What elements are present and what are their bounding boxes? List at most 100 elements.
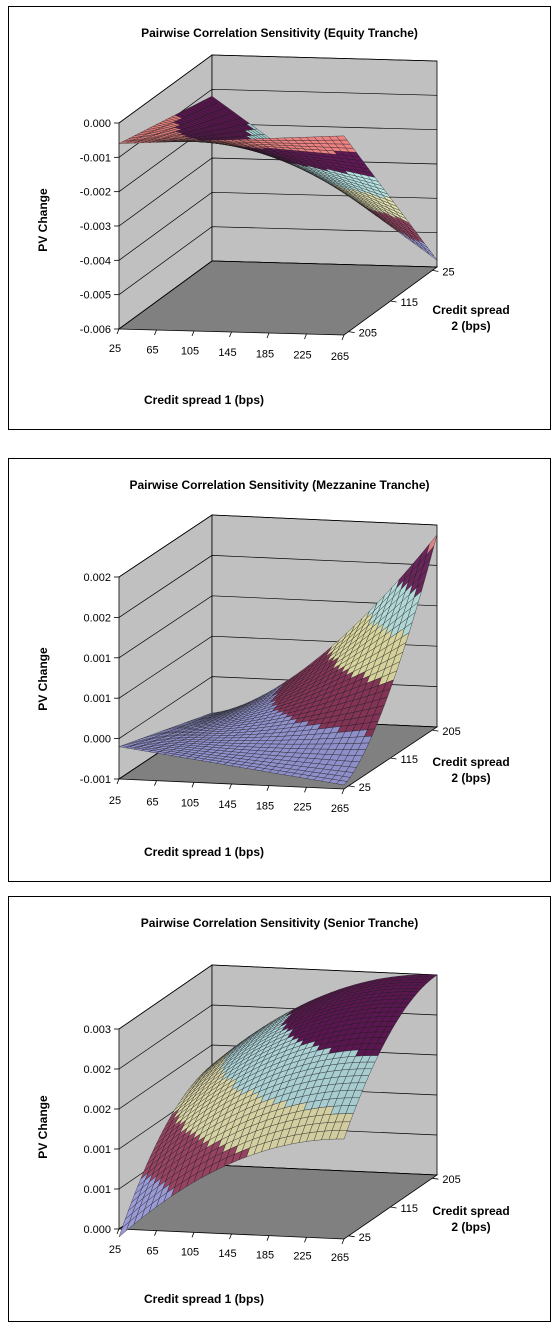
y-axis-title: Credit spread 2 (bps) <box>432 1204 509 1234</box>
y-tick-label: 25 <box>359 1232 371 1244</box>
z-tick-label: -0.003 <box>80 221 111 233</box>
senior-tranche-chart: Pairwise Correlation Sensitivity (Senior… <box>8 896 551 1322</box>
x-tick-mark <box>304 787 307 793</box>
x-tick-label: 265 <box>331 351 349 363</box>
x-tick-label: 185 <box>256 1249 274 1261</box>
z-tick-label: -0.006 <box>80 324 111 336</box>
senior-surface-plot: Pairwise Correlation Sensitivity (Senior… <box>36 916 510 1306</box>
x-tick-mark <box>341 334 345 341</box>
x-tick-label: 65 <box>146 796 158 808</box>
x-tick-mark <box>341 1238 345 1245</box>
z-tick-label: -0.001 <box>80 774 111 786</box>
y-tick-label: 205 <box>359 328 377 340</box>
surface-mesh <box>118 95 438 261</box>
z-axis-title: PV Change <box>36 1095 50 1159</box>
x-tick-mark <box>154 1230 157 1236</box>
z-tick-label: 0.001 <box>83 1144 111 1156</box>
x-tick-label: 25 <box>109 795 121 807</box>
y-axis-title: Credit spread 2 (bps) <box>432 303 509 333</box>
x-tick-mark <box>116 1228 120 1235</box>
x-axis-title: Credit spread 1 (bps) <box>144 845 264 859</box>
y-axis-title: Credit spread 2 (bps) <box>432 755 509 785</box>
surface-mesh <box>118 534 438 786</box>
y-tick-mark <box>348 785 355 788</box>
y-tick-mark <box>432 270 439 272</box>
y-tick-mark <box>432 729 439 732</box>
x-tick-mark <box>116 778 120 785</box>
gridline <box>118 514 438 578</box>
x-tick-label: 105 <box>181 346 199 358</box>
surface-cell <box>336 1130 348 1140</box>
x-tick-mark <box>266 332 270 339</box>
x-tick-mark <box>341 788 345 795</box>
x-axis-title: Credit spread 1 (bps) <box>144 1292 264 1306</box>
chart-title: Pairwise Correlation Sensitivity (Mezzan… <box>129 478 429 492</box>
y-tick-mark <box>390 300 397 303</box>
gridline <box>118 555 438 618</box>
z-tick-label: 0.001 <box>83 693 111 705</box>
x-tick-mark <box>191 1232 195 1238</box>
z-axis-title: PV Change <box>36 647 50 711</box>
surface-cell <box>336 780 348 786</box>
gridline <box>118 964 438 1030</box>
equity-tranche-chart: Pairwise Correlation Sensitivity (Equity… <box>8 6 551 430</box>
x-tick-mark <box>191 330 195 337</box>
x-tick-mark <box>229 1233 232 1240</box>
x-tick-label: 105 <box>181 1247 199 1259</box>
x-tick-label: 185 <box>256 800 274 812</box>
z-tick-label: 0.001 <box>83 1184 111 1196</box>
z-tick-label: 0.000 <box>83 118 111 130</box>
x-tick-mark <box>266 785 270 791</box>
x-tick-label: 25 <box>109 343 121 355</box>
gridline <box>118 260 438 330</box>
z-tick-label: 0.002 <box>83 1064 111 1076</box>
y-tick-mark <box>432 1177 439 1180</box>
y-tick-label: 115 <box>401 1203 419 1215</box>
gridline <box>118 595 438 659</box>
y-tick-mark <box>348 1235 355 1238</box>
z-tick-label: -0.005 <box>80 290 111 302</box>
z-tick-label: 0.000 <box>83 1224 111 1236</box>
y-tick-label: 115 <box>401 297 419 309</box>
z-tick-label: 0.000 <box>83 734 111 746</box>
x-tick-label: 185 <box>256 348 274 360</box>
y-tick-mark <box>390 757 397 760</box>
z-tick-label: 0.002 <box>83 1104 111 1116</box>
equity-surface-plot: Pairwise Correlation Sensitivity (Equity… <box>36 26 510 407</box>
x-tick-label: 65 <box>146 344 158 356</box>
x-tick-mark <box>229 783 232 790</box>
y-tick-label: 205 <box>442 1174 460 1186</box>
z-tick-label: 0.002 <box>83 572 111 584</box>
x-tick-label: 145 <box>218 799 236 811</box>
z-tick-label: 0.002 <box>83 612 111 624</box>
x-tick-label: 265 <box>331 1252 349 1264</box>
gridline <box>118 226 438 295</box>
z-tick-label: -0.002 <box>80 187 111 199</box>
mezzanine-surface-plot: Pairwise Correlation Sensitivity (Mezzan… <box>36 478 510 859</box>
surface-cell <box>336 135 348 141</box>
surface-mesh <box>118 974 438 1238</box>
x-tick-label: 225 <box>293 350 311 362</box>
x-tick-mark <box>154 329 157 336</box>
x-tick-mark <box>304 1237 307 1243</box>
x-tick-label: 225 <box>293 802 311 814</box>
z-tick-label: -0.004 <box>80 255 111 267</box>
x-tick-label: 105 <box>181 798 199 810</box>
y-tick-label: 25 <box>359 782 371 794</box>
y-tick-label: 205 <box>442 726 460 738</box>
chart-title: Pairwise Correlation Sensitivity (Senior… <box>141 916 418 930</box>
z-axis-title: PV Change <box>36 188 50 252</box>
y-tick-mark <box>348 331 355 333</box>
x-tick-mark <box>229 331 232 338</box>
z-tick-label: 0.003 <box>83 1024 111 1036</box>
x-tick-mark <box>154 780 157 786</box>
chart-title: Pairwise Correlation Sensitivity (Equity… <box>141 26 418 40</box>
x-tick-label: 25 <box>109 1244 121 1256</box>
x-tick-mark <box>191 782 195 788</box>
x-axis-title: Credit spread 1 (bps) <box>144 393 264 407</box>
x-tick-label: 145 <box>218 347 236 359</box>
x-tick-mark <box>266 1235 270 1241</box>
mezzanine-tranche-chart: Pairwise Correlation Sensitivity (Mezzan… <box>8 458 551 882</box>
x-tick-label: 265 <box>331 803 349 815</box>
x-tick-mark <box>304 333 307 340</box>
